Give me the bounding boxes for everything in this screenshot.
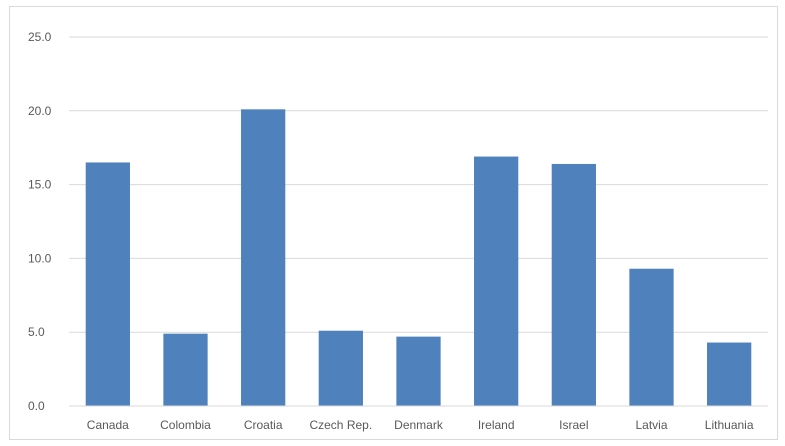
bar bbox=[318, 330, 363, 406]
y-tick-label: 15.0 bbox=[28, 178, 52, 192]
bars bbox=[85, 109, 752, 406]
x-axis-ticks: Canada Colombia Croatia Czech Rep. Denmark Ir… bbox=[87, 418, 754, 432]
bar bbox=[85, 162, 130, 406]
bar bbox=[629, 268, 674, 406]
bar bbox=[474, 156, 519, 406]
y-tick-label: 10.0 bbox=[28, 251, 52, 265]
bar bbox=[396, 336, 441, 406]
x-tick-label: Croatia bbox=[244, 418, 283, 432]
y-tick-label: 25.0 bbox=[28, 30, 52, 44]
x-tick-label: Ireland bbox=[478, 418, 515, 432]
y-tick-label: 20.0 bbox=[28, 104, 52, 118]
bar bbox=[551, 163, 596, 406]
x-tick-label: Denmark bbox=[394, 418, 444, 432]
x-tick-label: Colombia bbox=[160, 418, 211, 432]
bar bbox=[707, 342, 752, 406]
x-tick-label: Canada bbox=[87, 418, 129, 432]
x-tick-label: Czech Rep. bbox=[309, 418, 372, 432]
y-tick-label: 0.0 bbox=[28, 399, 45, 413]
bar bbox=[163, 333, 208, 406]
bar bbox=[241, 109, 286, 406]
y-axis-ticks: 0.0 5.0 10.0 15.0 20.0 25.0 bbox=[28, 30, 52, 413]
x-tick-label: Israel bbox=[559, 418, 588, 432]
x-tick-label: Latvia bbox=[635, 418, 667, 432]
y-tick-label: 5.0 bbox=[28, 325, 45, 339]
x-tick-label: Lithuania bbox=[705, 418, 754, 432]
